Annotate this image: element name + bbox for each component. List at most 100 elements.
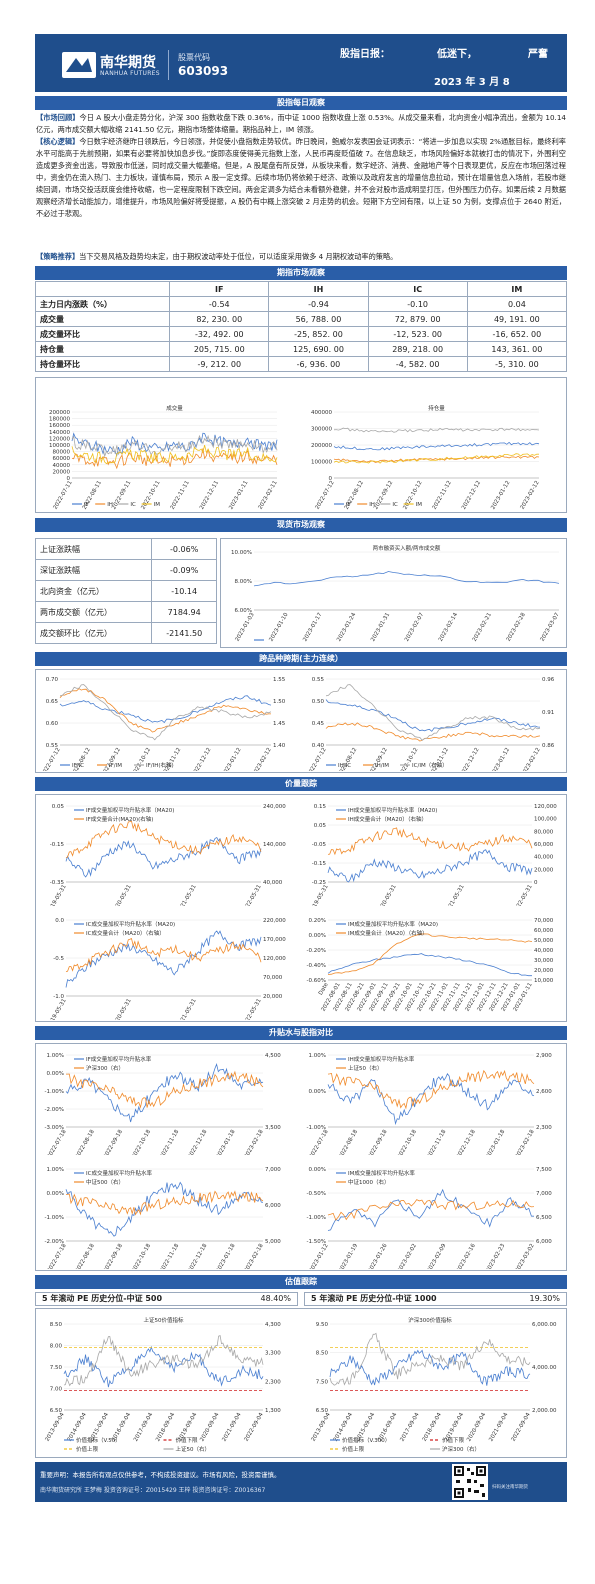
volume-chart: 成交量 0 20000 40000 60000 80000 100000 120000 1400…: [38, 400, 283, 511]
y-tick-label: 0.55: [46, 743, 59, 749]
legend-entry: IF: [346, 502, 351, 508]
y-tick-label: 400000: [311, 410, 332, 416]
x-tick-label: 2021-05-31: [177, 998, 198, 1020]
y-tick-label: -0.40%: [307, 963, 326, 969]
cell: -12, 523. 00: [367, 326, 468, 342]
x-tick-label: 2020-09-04: [199, 1412, 220, 1443]
strategy: 【策略推荐】当下交易风格及趋势均未定，由于期权波动率处于低位，可以适度采用做多 …: [36, 251, 566, 263]
x-tick-label: 2022-12-12: [459, 747, 480, 771]
x-tick-label: 2022-07-11: [53, 480, 74, 510]
futures-table: IF IH IC IM 主力日内涨跌（%） -0.54 -0.94 -0.10 …: [34, 281, 568, 372]
y-tick-label: 80000: [53, 450, 71, 456]
y-tick-label: 0.05: [314, 823, 327, 829]
row-label: 成交额环比（亿元）: [34, 622, 153, 644]
y-tick-label: 1.00%: [47, 1167, 64, 1173]
cell: -5, 310. 00: [466, 356, 568, 372]
cell: -25, 852. 00: [268, 326, 369, 342]
row-label: 北向资金（亿元）: [34, 580, 153, 602]
x-tick-label: 2023-01-12: [490, 480, 511, 510]
section-daily: 股指每日观察: [35, 96, 567, 110]
y-tick-label: 0.40: [312, 743, 325, 749]
x-tick-label: 2022-12-18: [187, 1129, 208, 1155]
y-tick-label: -1.00%: [307, 1215, 326, 1221]
pe-label: 5 年滚动 PE 历史分位-中证 1000: [311, 1294, 437, 1303]
pe-value: 48.40%: [260, 1294, 291, 1303]
ih-volume-basis-chart: -0.25 -0.15 -0.05 0.05 0.15 0 20,000 40,000 60,0…: [300, 796, 564, 915]
y2-tick-label: 1.40: [273, 743, 286, 749]
y2-tick-label: 120,000: [263, 956, 286, 962]
x-tick-label: 2023-01-11: [228, 480, 249, 510]
y-tick-label: 1.00%: [47, 1053, 64, 1059]
cell: 7184.94: [151, 601, 217, 623]
spread1-svg: 0.55 0.60 0.65 0.70 1.40 1.45 1.50 1.55 2022-07-…: [41, 677, 286, 778]
legend-entry: IF/IC: [72, 763, 84, 769]
table-row: 深证涨跌幅 -0.09%: [34, 559, 217, 581]
x-tick-label: 2023-01-03: [235, 612, 256, 643]
y-tick-label: 0.05: [52, 804, 65, 810]
x-tick-label: 2023-02-21: [472, 612, 493, 643]
series-line: [59, 684, 272, 741]
legend-entry: 价值指标（V.50）: [76, 1436, 121, 1444]
cell: -0.10: [367, 296, 468, 312]
table-header-cell: IF: [169, 281, 270, 297]
series-line: [325, 684, 541, 741]
x-tick-label: 2022-05-31: [513, 884, 534, 906]
y2-tick-label: 2,300: [536, 1125, 552, 1131]
x-tick-label: 2023-02-02: [397, 1243, 418, 1269]
x-tick-label: 2022-10-18: [131, 1129, 152, 1155]
cell: 205, 715. 00: [169, 341, 270, 357]
core-logic: 【核心逻辑】今日数字经济继昨日领跌后，今日领涨，并促使小盘指数走势较优。昨日晚间…: [36, 136, 566, 220]
cell: 49, 191. 00: [466, 311, 568, 327]
brand-name: 南华期货: [100, 55, 156, 71]
legend-entry: IC: [130, 502, 136, 508]
x-tick-label: 2020-05-31: [112, 884, 133, 906]
y-tick-label: 0.0: [55, 918, 64, 924]
legend-entry: 价值下限: [176, 1436, 199, 1444]
y2-tick-label: 0: [534, 880, 538, 886]
hs300-value-chart: 沪深300价值指标 6.50 7.50 8.50 9.50 2,000.00 4,000.0…: [304, 1310, 564, 1456]
ic-basis-chart: -2.00% -1.00% 0.00% 1.00% 5,000 6,000 7,000 202…: [38, 1159, 293, 1274]
report-title-3: 严奮: [528, 49, 548, 60]
y-tick-label: -2.00%: [45, 1107, 64, 1113]
x-tick-label: 2018-09-04: [155, 1412, 176, 1443]
legend-entry: 中证500（右）: [86, 1178, 124, 1186]
legend-entry: IM: [416, 502, 423, 508]
series-line: [327, 1199, 535, 1221]
qr-code-icon[interactable]: [452, 1464, 488, 1500]
y2-tick-label: 1.50: [273, 699, 286, 705]
basis-panel: [35, 1043, 567, 1271]
x-tick-label: 2023-02-07: [404, 612, 425, 643]
x-tick-label: 2019-05-31: [309, 884, 330, 906]
spot-table: 上证涨跌幅 -0.06% 深证涨跌幅 -0.09% 北向资金（亿元） -10.14 两…: [34, 538, 217, 644]
x-tick-label: 2020-05-31: [377, 884, 398, 906]
series-line: [71, 445, 278, 465]
y-tick-label: 200000: [49, 410, 70, 416]
legend-entry: IM: [154, 502, 161, 508]
series-line: [63, 1335, 264, 1387]
vol_ic-svg: -1.0 -0.5 0.0 20,000 70,000 120,000 170,000 220…: [47, 918, 287, 1029]
x-tick-label: 2022-09-12: [373, 480, 394, 510]
legend-entry: IH成交量加权平均升贴水率（MA20): [348, 806, 437, 814]
table-row: 成交量环比 -32, 492. 00 -25, 852. 00 -12, 523…: [34, 326, 568, 342]
x-tick-label: 2023-01-26: [367, 1243, 388, 1269]
cell: -2141.50: [151, 622, 217, 644]
y-tick-label: 6.00%: [235, 608, 252, 614]
pe_300-svg: 沪深300价值指标 6.50 7.50 8.50 9.50 2,000.00 4,000.0…: [311, 1316, 557, 1453]
x-tick-label: 2022-11-12: [432, 480, 453, 510]
x-tick-label: 2023-01-12: [309, 1243, 330, 1269]
im-basis-chart: -1.50% -1.00% -0.50% 0.00% 6,000 6,500 7,000 7,…: [300, 1159, 564, 1274]
table-row: 主力日内涨跌（%） -0.54 -0.94 -0.10 0.04: [34, 296, 568, 312]
x-tick-label: 2019-05-31: [47, 884, 68, 906]
x-tick-label: 2021-09-04: [488, 1412, 509, 1443]
legend-entry: IH: [369, 502, 375, 508]
series-line: [329, 1332, 531, 1386]
table-header-cell: IC: [367, 281, 468, 297]
x-tick-label: 2023-01-18: [215, 1243, 236, 1269]
y-tick-label: 8.00: [50, 1344, 63, 1350]
y-tick-label: -0.15: [312, 861, 327, 867]
y2-tick-label: 4,500: [265, 1053, 281, 1059]
y2-tick-label: 0.86: [542, 743, 555, 749]
y-tick-label: 0: [67, 476, 71, 482]
y-tick-label: 6.50: [316, 1408, 329, 1414]
cell: -9, 212. 00: [169, 356, 270, 372]
